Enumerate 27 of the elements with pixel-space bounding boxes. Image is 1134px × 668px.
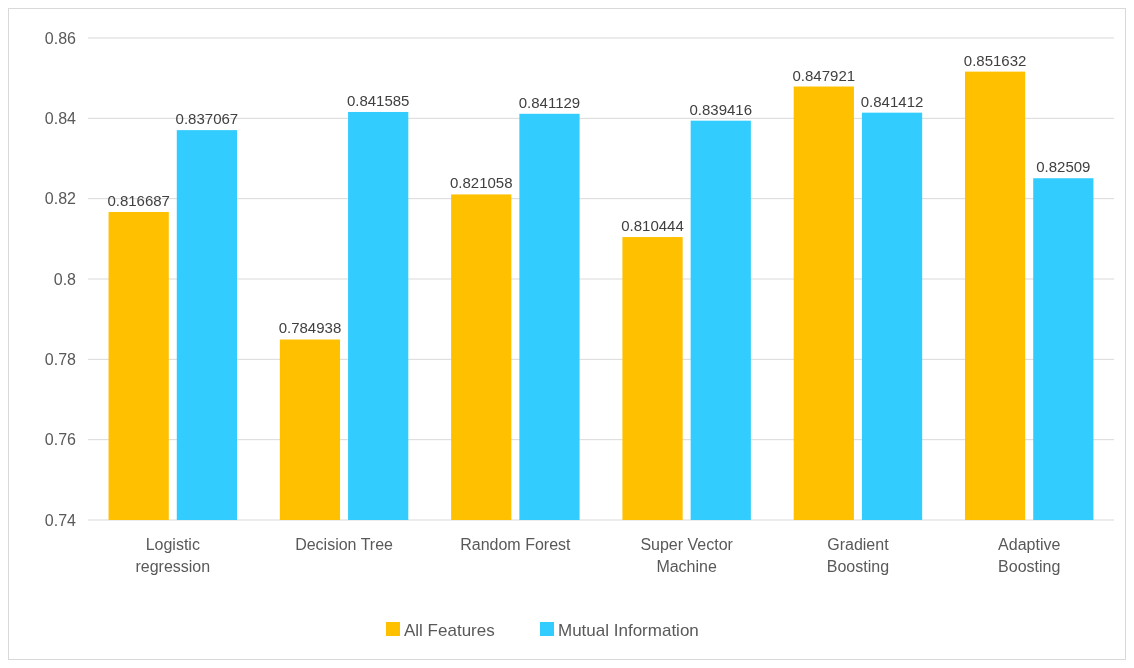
data-label: 0.839416 <box>689 100 753 118</box>
y-tick-label: 0.86 <box>44 29 77 47</box>
data-label: 0.847921 <box>792 66 856 84</box>
x-tick-label: Gradient Boosting <box>826 536 890 575</box>
data-label: 0.816687 <box>107 191 170 209</box>
y-tick-label: 0.78 <box>44 350 77 368</box>
x-tick-label: Super Vector Machine <box>640 536 734 575</box>
legend-label: All Features <box>404 620 495 640</box>
x-tick-label: Decision Tree <box>295 536 394 553</box>
data-label: 0.837067 <box>175 110 239 128</box>
x-tick-label: Random Forest <box>460 536 572 553</box>
x-tick-label: Logistic regression <box>135 536 211 575</box>
data-label: 0.841129 <box>518 93 581 111</box>
data-label: 0.82509 <box>1036 158 1091 176</box>
data-label: 0.784938 <box>278 319 342 337</box>
data-label: 0.841412 <box>860 92 924 110</box>
y-tick-label: 0.74 <box>44 511 77 529</box>
y-tick-label: 0.76 <box>44 431 77 449</box>
data-label: 0.821058 <box>449 174 513 192</box>
y-tick-label: 0.82 <box>44 190 77 208</box>
y-tick-label: 0.8 <box>53 270 77 288</box>
x-tick-label: Adaptive Boosting <box>998 536 1061 575</box>
legend-label: Mutual Information <box>558 620 699 640</box>
y-tick-label: 0.84 <box>44 109 77 127</box>
data-label: 0.810444 <box>621 217 684 235</box>
data-label: 0.841585 <box>346 91 410 109</box>
data-label: 0.851632 <box>963 51 1027 69</box>
